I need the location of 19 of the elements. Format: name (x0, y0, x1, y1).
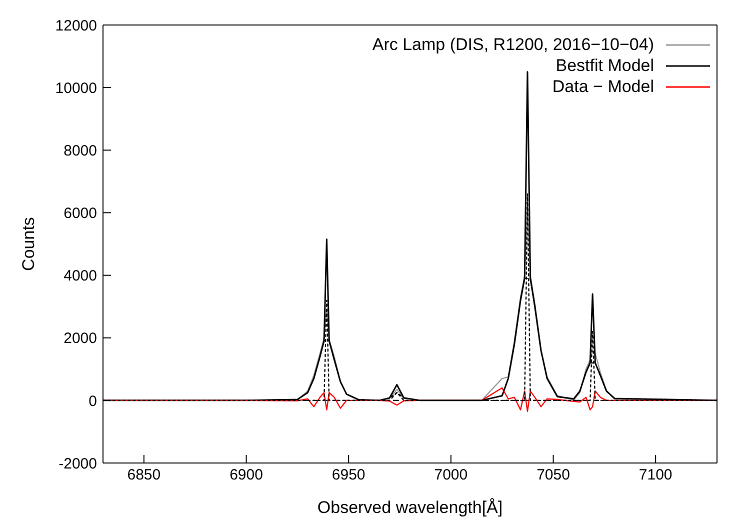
x-tick-label: 7050 (536, 466, 570, 484)
y-tick-label: 10000 (55, 80, 97, 97)
legend-label: Data − Model (552, 76, 654, 97)
y-tick-label: 8000 (64, 142, 97, 160)
legend-label: Bestfit Model (556, 55, 654, 76)
x-tick-label: 6850 (127, 466, 161, 484)
x-axis-title: Observed wavelength[Å] (317, 498, 503, 517)
x-tick-label: 6900 (230, 466, 263, 484)
legend-label: Arc Lamp (DIS, R1200, 2016−10−04) (372, 34, 654, 55)
y-tick-label: -2000 (58, 455, 97, 472)
x-tick-label: 7100 (638, 466, 672, 484)
y-tick-label: 2000 (64, 330, 97, 348)
y-axis-title: Counts (19, 217, 38, 271)
y-tick-label: 0 (88, 392, 97, 410)
y-tick-label: 4000 (64, 268, 97, 285)
x-tick-label: 6950 (332, 466, 366, 484)
y-tick-label: 12000 (55, 17, 97, 34)
y-tick-label: 6000 (64, 205, 97, 222)
x-tick-label: 7000 (434, 466, 468, 484)
